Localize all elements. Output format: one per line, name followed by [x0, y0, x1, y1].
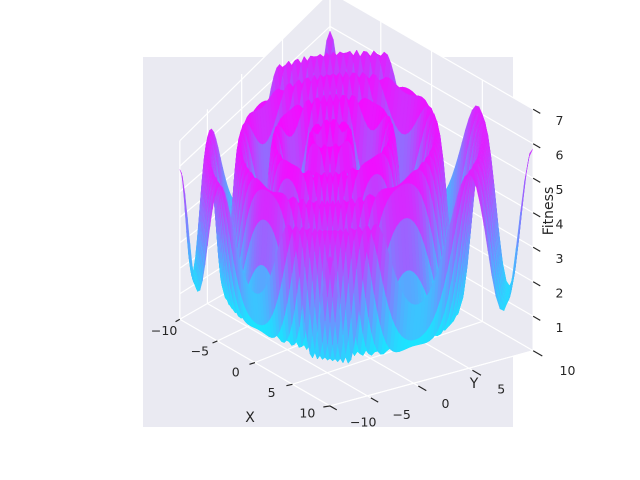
y-tick-label: 0 [442, 396, 450, 411]
x-tick [212, 340, 218, 344]
z-axis-label: Fitness [541, 187, 557, 236]
y-tick [329, 405, 338, 411]
z-tick-label: 3 [555, 251, 563, 266]
z-tick-label: 1 [555, 320, 563, 335]
x-tick-label: 10 [299, 406, 315, 421]
z-axis: 1 2 3 4 5 6 7 [532, 108, 563, 335]
grid-back-z [342, 0, 534, 110]
z-tick [532, 315, 541, 321]
z-tick [532, 108, 541, 114]
grid-floor-y [207, 303, 372, 399]
y-tick [418, 385, 427, 392]
x-tick-label: −5 [191, 344, 209, 359]
x-tick [323, 405, 331, 408]
z-tick-label: 5 [555, 182, 563, 197]
y-tick-label: 5 [497, 381, 505, 396]
z-tick [532, 246, 541, 252]
x-tick-label: 0 [232, 364, 240, 379]
y-tick [370, 397, 379, 403]
z-tick [532, 281, 541, 287]
grid-floor-x [292, 320, 483, 385]
y-tick [532, 350, 543, 357]
z-tick [532, 212, 541, 218]
z-tick [532, 177, 541, 183]
y-tick [472, 369, 482, 376]
y-axis: −10 −5 0 5 10 [329, 350, 576, 429]
x-tick [249, 362, 256, 365]
y-tick-label: −5 [392, 407, 410, 422]
z-tick [532, 143, 541, 149]
surface-cell [327, 255, 333, 275]
y-axis-line [329, 350, 534, 407]
y-tick-label: −10 [350, 414, 376, 429]
x-axis: −10 −5 0 5 10 [151, 318, 331, 421]
x-tick [175, 318, 181, 323]
x-tick-label: −10 [151, 323, 177, 338]
grid-back-z [329, 25, 534, 145]
x-axis-label: X [245, 410, 255, 426]
z-tick-label: 6 [555, 147, 563, 162]
z-tick-label: 4 [555, 216, 563, 231]
y-axis-label: Y [469, 376, 479, 392]
y-tick-label: 10 [560, 363, 576, 378]
z-tick-label: 7 [555, 113, 563, 128]
x-tick [286, 383, 293, 387]
z-tick-label: 2 [555, 285, 563, 300]
grid-side-z [179, 26, 331, 167]
x-tick-label: 5 [268, 385, 276, 400]
grid-side-z [179, 0, 323, 142]
surface [179, 30, 534, 364]
